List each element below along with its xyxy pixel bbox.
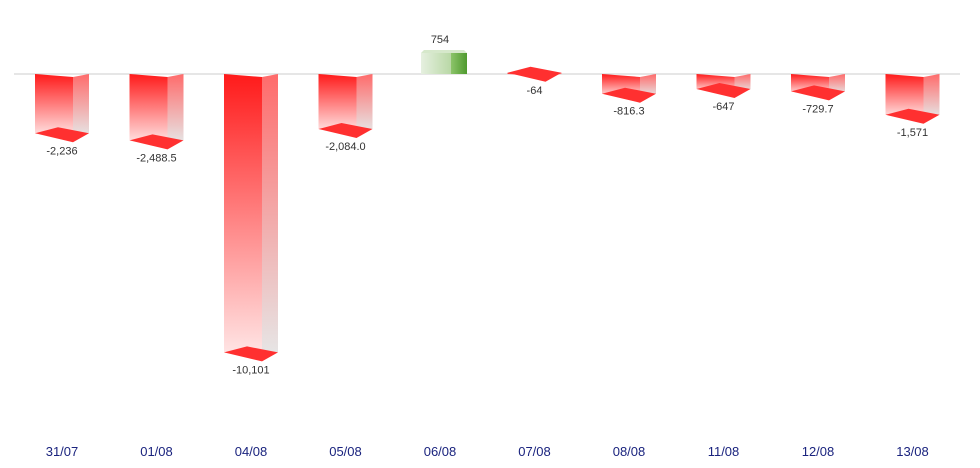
data-label-31-07: -2,236 [46,145,77,157]
bar-bottom-cap [224,346,278,362]
bar-05-08 [318,74,373,139]
bar-31-07 [35,74,89,143]
bar-series [35,49,940,362]
bar-11-08 [696,74,751,99]
bar-bottom-cap [602,87,656,103]
x-axis-labels: 31/07 01/08 04/08 05/08 06/08 07/08 08/08 11/08… [46,444,929,459]
bar-bottom-cap [507,66,562,82]
x-tick-label-05-08: 05/08 [329,444,362,459]
bar-side-face [356,74,373,133]
data-label-13-08: -1,571 [897,127,928,139]
bar-front-face [129,74,168,144]
bar-bottom-cap [129,134,184,150]
bar-front-face [224,74,262,356]
x-tick-label-08-08: 08/08 [613,444,646,459]
bar-bottom-cap [35,127,89,143]
bar-front-face [35,74,73,137]
bar-top-cap [421,49,467,53]
bar-04-08 [224,74,278,362]
data-label-06-08: 754 [431,34,449,46]
data-label-07-08: -64 [527,85,543,97]
x-tick-label-12-08: 12/08 [802,444,835,459]
data-label-05-08: -2,084.0 [325,141,365,153]
x-tick-label-11-08: 11/08 [708,444,740,459]
bar-12-08 [791,74,845,101]
data-label-12-08: -729.7 [802,103,833,115]
x-tick-label-06-08: 06/08 [424,444,457,459]
bar-side-face [640,74,656,97]
bar-07-08 [507,66,562,82]
bar-bottom-cap [696,83,751,99]
bar-side-face [167,74,184,144]
bar-front-face [421,52,451,74]
data-label-01-08: -2,488.5 [136,152,176,164]
bar-side-face [262,74,278,356]
bar-bottom-cap [318,123,373,139]
bar-bottom-cap [885,108,940,124]
data-label-11-08: -647 [712,101,734,113]
data-labels: -2,236 -2,488.5 -10,101 -2,084.0 754 -64 -816.… [46,34,928,376]
x-tick-label-04-08: 04/08 [235,444,268,459]
bar-front-face [318,74,357,133]
bar-side-face [451,52,467,74]
bar-front-face [885,74,924,118]
x-tick-label-13-08: 13/08 [896,444,929,459]
bar-bottom-cap [791,85,845,101]
x-tick-label-01-08: 01/08 [140,444,173,459]
data-label-04-08: -10,101 [232,364,269,376]
bar-side-face [923,74,940,118]
x-tick-label-07-08: 07/08 [518,444,551,459]
bar-13-08 [885,74,940,124]
bar-side-face [73,74,89,137]
data-label-08-08: -816.3 [613,106,644,118]
bar-08-08 [602,74,656,103]
bar-01-08 [129,74,184,150]
bar-06-08 [421,49,467,74]
x-tick-label-31-07: 31/07 [46,444,79,459]
